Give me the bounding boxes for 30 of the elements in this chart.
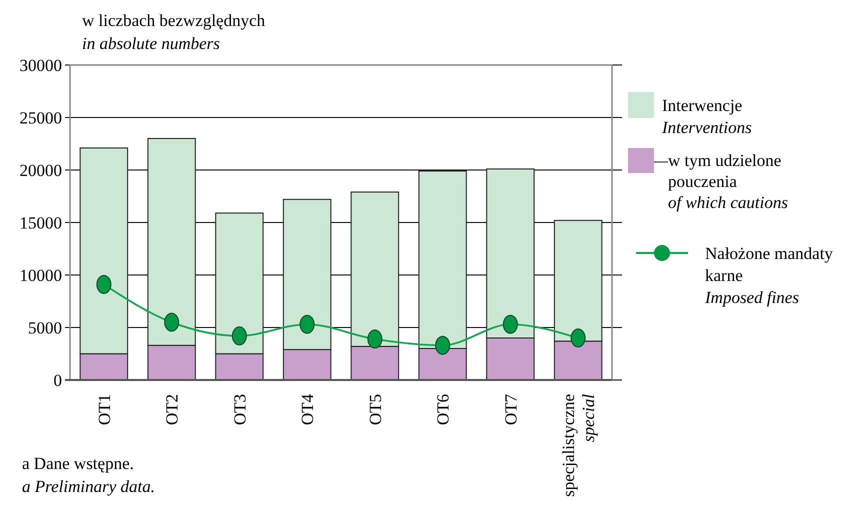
y-tick-label: 25000 <box>20 108 62 128</box>
chart-title: w liczbach bezwzględnych <box>82 11 266 30</box>
text: a Dane wstępne. <box>22 454 134 473</box>
chart-subtitle: in absolute numbers <box>82 34 220 53</box>
legend-label: w tym udzielone pouczenia of which cautions <box>668 151 788 212</box>
point <box>300 314 315 334</box>
point <box>164 312 180 332</box>
text: a Preliminary data. <box>22 477 155 496</box>
point <box>232 326 247 346</box>
x-tick-label: OT7 <box>501 394 520 426</box>
legend-label: Nałożone mandaty karne Imposed fines <box>704 244 834 307</box>
legend-label: Interwencje Interventions <box>661 96 752 137</box>
y-tick-label: 15000 <box>20 214 62 232</box>
point <box>96 274 112 294</box>
y-tick-label: 5000 <box>28 318 62 338</box>
x-tick-label: specjalistyczne special <box>559 394 598 497</box>
x-tick-label: OT5 <box>366 394 385 426</box>
x-tick-label: OT3 <box>230 394 250 426</box>
point <box>570 328 586 348</box>
point <box>367 330 382 349</box>
y-tick-label: 0 <box>54 371 62 390</box>
y-tick-label: 30000 <box>20 56 62 75</box>
x-tick-label: OT6 <box>434 394 453 426</box>
x-tick-label: OT4 <box>298 394 318 426</box>
point <box>435 336 450 355</box>
y-tick-label: 10000 <box>20 266 62 285</box>
point <box>502 314 518 334</box>
y-tick-label: 20000 <box>20 161 62 180</box>
x-tick-label: OT1 <box>94 394 114 426</box>
x-tick-label: OT2 <box>162 394 182 426</box>
